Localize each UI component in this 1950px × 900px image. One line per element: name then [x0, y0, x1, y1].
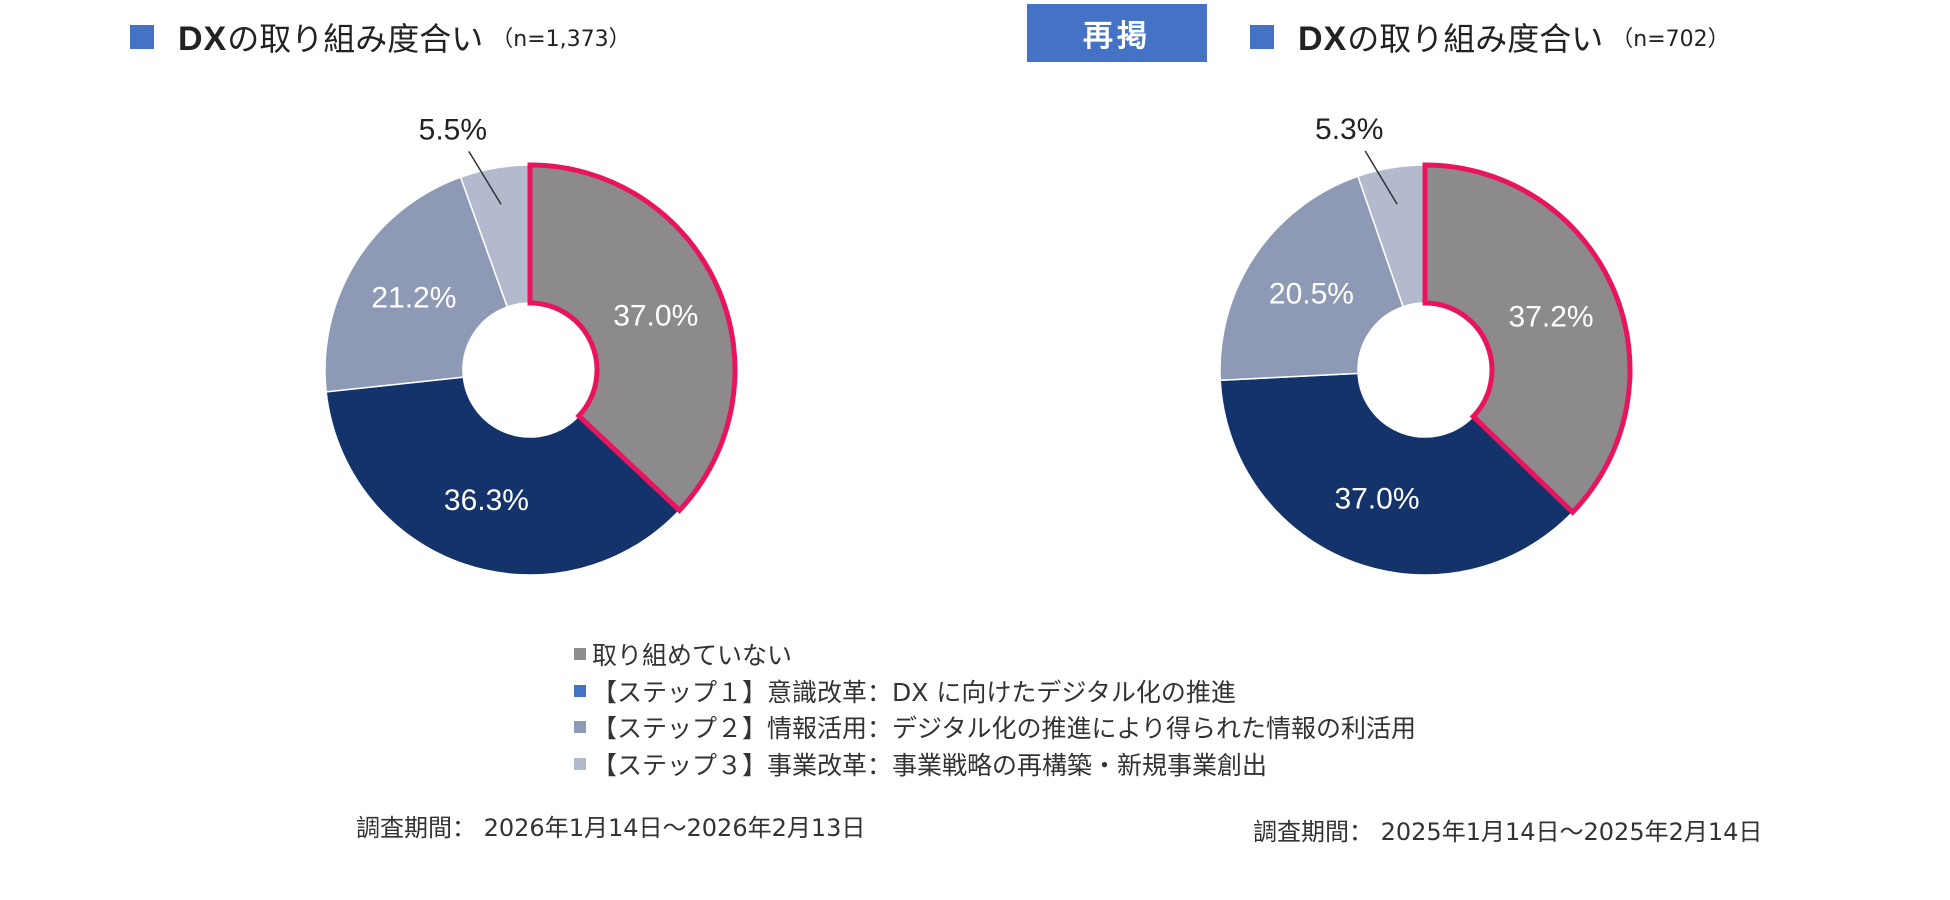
data-label: 37.0%: [1334, 482, 1419, 515]
data-label: 21.2%: [371, 281, 456, 314]
legend-item: 【ステップ３】事業改革：事業戦略の再構築・新規事業創出: [574, 746, 1416, 783]
legend-item: 【ステップ２】情報活用：デジタル化の推進により得られた情報の利活用: [574, 709, 1416, 746]
legend-swatch-icon: [574, 757, 586, 770]
data-label: 37.2%: [1509, 300, 1594, 333]
legend-label: 【ステップ２】情報活用：デジタル化の推進により得られた情報の利活用: [592, 714, 1417, 744]
sample-size-label: （n=702）: [1611, 27, 1730, 52]
chart-title-text: DXの取り組み度合い: [178, 20, 484, 58]
chart-title-left: DXの取り組み度合い （n=1,373）: [130, 14, 631, 60]
donut-chart-2026: 37.0% 36.3% 21.2% 5.5%: [324, 113, 738, 576]
leader-line: [1364, 150, 1398, 205]
chart-title-right: DXの取り組み度合い （n=702）: [1250, 14, 1730, 60]
legend-swatch-icon: [574, 721, 586, 734]
highlight-outline: [1422, 162, 1633, 516]
donut-slice: [325, 376, 681, 576]
data-label: 37.0%: [613, 300, 698, 333]
data-label: 5.3%: [1315, 113, 1383, 146]
title-square-icon: [1250, 25, 1274, 49]
data-label: 36.3%: [444, 484, 529, 517]
survey-period-2026: 調査期間： 2026年1月14日～2026年2月13日: [356, 814, 866, 842]
donut-slice: [1219, 175, 1405, 382]
legend-swatch-icon: [574, 684, 586, 697]
chart-legend: 取り組めていない 【ステップ１】意識改革：DX に向けたデジタル化の推進 【ステ…: [574, 636, 1416, 782]
title-square-icon: [130, 25, 154, 49]
donut-slice: [1219, 372, 1574, 576]
data-label: 5.5%: [419, 113, 487, 146]
legend-label: 【ステップ１】意識改革：DX に向けたデジタル化の推進: [592, 677, 1236, 707]
chart-title-text: DXの取り組み度合い: [1298, 20, 1604, 58]
legend-swatch-icon: [574, 648, 586, 661]
survey-period-2025: 調査期間： 2025年1月14日～2025年2月14日: [1253, 818, 1763, 846]
leader-line: [468, 151, 502, 205]
sample-size-label: （n=1,373）: [491, 27, 631, 52]
repost-badge: 再掲: [1027, 4, 1207, 62]
legend-item: 取り組めていない: [574, 636, 1416, 673]
legend-label: 取り組めていない: [592, 641, 793, 671]
highlight-outline: [527, 162, 738, 514]
legend-label: 【ステップ３】事業改革：事業戦略の再構築・新規事業創出: [592, 750, 1268, 780]
legend-item: 【ステップ１】意識改革：DX に向けたデジタル化の推進: [574, 673, 1416, 710]
data-label: 20.5%: [1269, 277, 1354, 310]
donut-slice: [324, 176, 509, 393]
donut-chart-2025: 37.2% 37.0% 20.5% 5.3%: [1219, 113, 1633, 576]
